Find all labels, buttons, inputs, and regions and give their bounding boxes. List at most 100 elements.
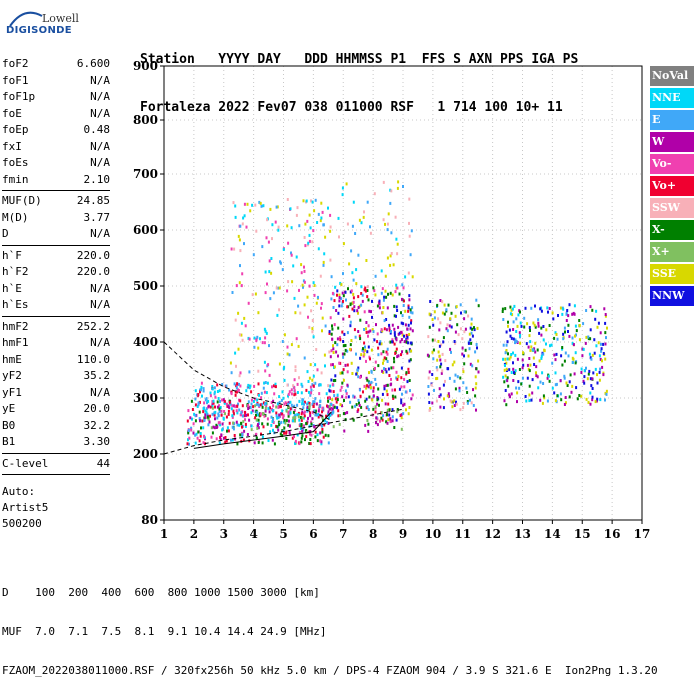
echo-point (276, 416, 279, 420)
echo-point (571, 341, 574, 345)
echo-points (186, 180, 608, 446)
echo-point (396, 410, 399, 414)
echo-point (285, 409, 288, 413)
echo-point (580, 367, 583, 371)
echo-point (317, 212, 320, 216)
param-value: N/A (90, 385, 110, 399)
echo-point (456, 323, 459, 327)
echo-point (435, 366, 438, 370)
echo-point (346, 331, 349, 335)
echo-point (366, 384, 369, 388)
echo-point (321, 430, 324, 434)
echo-point (453, 340, 456, 343)
echo-point (527, 345, 530, 349)
echo-point (553, 353, 556, 357)
echo-point (341, 381, 344, 385)
echo-point (358, 401, 360, 405)
legend-item: E (650, 110, 694, 130)
param-value: 20.0 (83, 402, 111, 415)
echo-point (388, 323, 391, 327)
echo-point (369, 357, 371, 361)
echo-point (386, 222, 389, 226)
echo-point (202, 426, 205, 430)
auto-program: Artist5 (2, 501, 49, 514)
echo-point (432, 357, 435, 361)
echo-point (341, 330, 344, 334)
echo-point (476, 326, 479, 330)
echo-point (586, 377, 589, 381)
echo-point (546, 306, 549, 310)
echo-point (511, 307, 514, 311)
echo-point (243, 316, 246, 320)
echo-point (598, 378, 601, 382)
echo-point (598, 354, 601, 358)
echo-point (438, 387, 441, 391)
header-labels: Station YYYY DAY DDD HHMMSS P1 FFS S AXN… (140, 52, 579, 67)
echo-point (368, 381, 371, 385)
echo-point (331, 363, 334, 367)
echo-point (280, 420, 283, 424)
echo-point (216, 390, 219, 393)
echo-point (377, 353, 380, 357)
echo-point (243, 242, 245, 246)
echo-point (387, 212, 390, 216)
echo-point (400, 401, 403, 405)
echo-point (371, 315, 373, 319)
echo-point (366, 350, 369, 354)
echo-point (508, 357, 511, 361)
echo-point (396, 309, 399, 312)
echo-point (190, 426, 193, 430)
echo-point (299, 427, 302, 430)
echo-point (409, 310, 412, 314)
echo-point (214, 410, 217, 414)
echo-point (342, 355, 345, 359)
echo-point (261, 405, 264, 409)
echo-point (466, 391, 469, 394)
logo-text-lowell: Lowell (42, 12, 79, 25)
param-name: MUF(D) (2, 194, 42, 207)
echo-point (380, 342, 383, 346)
echo-point (375, 382, 378, 386)
echo-point (249, 209, 252, 213)
echo-point (225, 384, 228, 388)
param-name: M(D) (2, 210, 29, 224)
echo-point (380, 411, 383, 414)
echo-point (530, 398, 533, 402)
echo-point (361, 348, 364, 352)
echo-point (287, 280, 290, 284)
echo-point (257, 346, 260, 350)
echo-point (202, 387, 205, 391)
echo-point (321, 329, 323, 333)
echo-point (534, 325, 537, 329)
echo-point (394, 388, 396, 392)
echo-point (277, 286, 280, 290)
echo-point (309, 226, 312, 230)
echo-point (312, 281, 315, 285)
echo-point (362, 354, 365, 358)
echo-point (454, 341, 457, 345)
echo-point (405, 408, 407, 412)
echo-point (374, 410, 377, 414)
echo-point (337, 326, 340, 330)
echo-point (194, 389, 197, 393)
echo-point (327, 206, 329, 210)
echo-point (370, 310, 372, 314)
echo-point (218, 441, 221, 445)
echo-point (408, 379, 411, 382)
echo-point (556, 394, 559, 398)
echo-point (386, 228, 389, 232)
echo-point (192, 422, 195, 426)
echo-point (313, 400, 316, 404)
echo-point (200, 385, 203, 389)
echo-point (203, 434, 205, 438)
echo-point (346, 222, 349, 226)
echo-point (428, 401, 431, 404)
echo-point (218, 410, 221, 413)
param-row: hmE 110.0 (2, 352, 110, 369)
echo-point (187, 438, 189, 442)
legend-item: X+ (650, 242, 694, 262)
echo-point (266, 381, 269, 385)
echo-point (578, 324, 581, 327)
echo-point (561, 346, 564, 349)
echo-point (426, 353, 429, 357)
